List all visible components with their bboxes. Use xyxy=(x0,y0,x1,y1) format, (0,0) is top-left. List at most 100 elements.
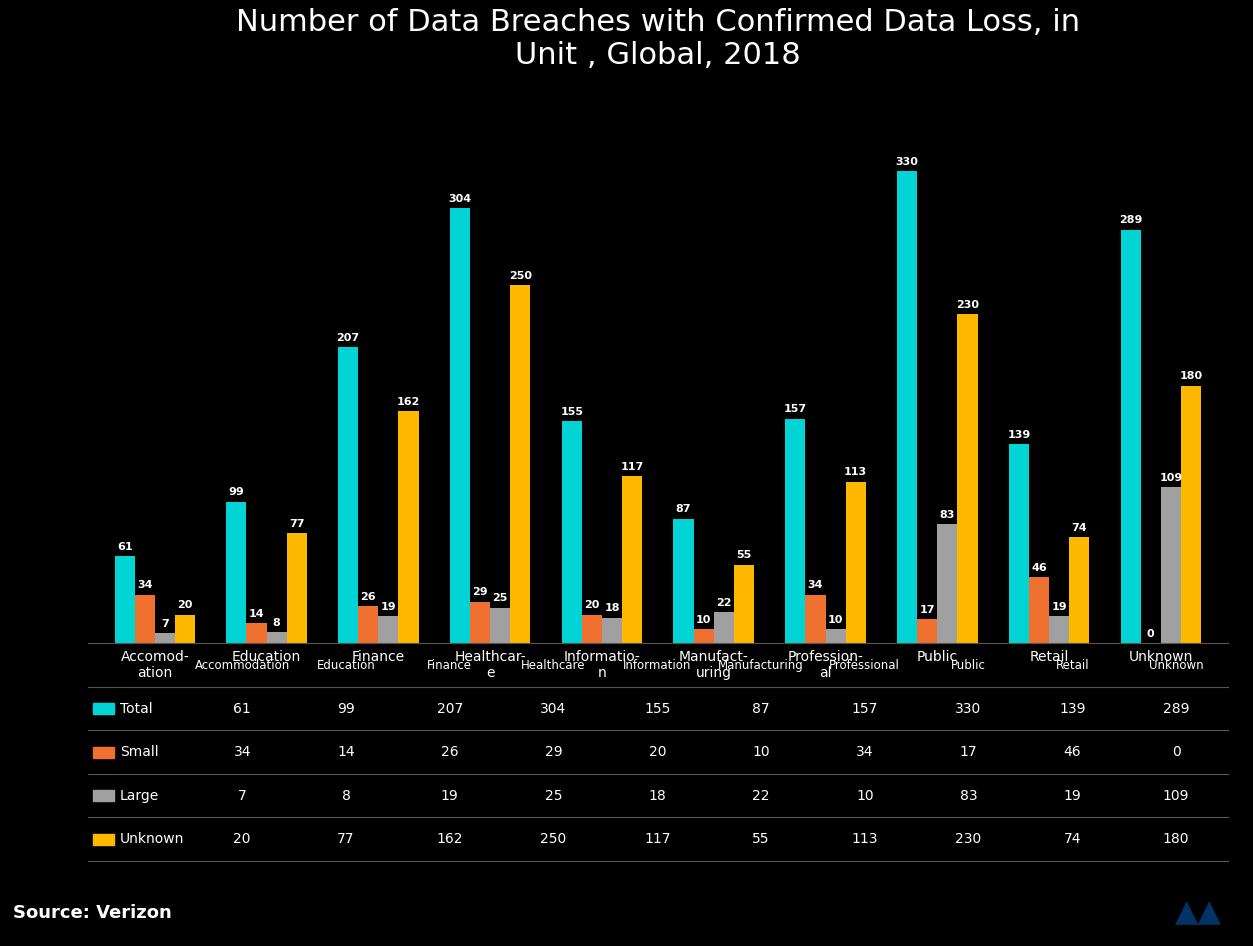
Bar xyxy=(94,703,114,714)
Bar xyxy=(378,616,398,643)
Text: 34: 34 xyxy=(808,580,823,590)
Text: 99: 99 xyxy=(228,487,244,498)
Text: 34: 34 xyxy=(856,745,873,759)
Text: 180: 180 xyxy=(1179,372,1203,381)
Text: 19: 19 xyxy=(1051,602,1068,612)
Bar xyxy=(673,518,694,643)
Text: Source: Verizon: Source: Verizon xyxy=(13,903,172,922)
Bar xyxy=(450,208,470,643)
Bar xyxy=(581,615,601,643)
Text: Finance: Finance xyxy=(427,658,472,672)
Text: 157: 157 xyxy=(784,404,807,414)
Bar xyxy=(694,629,714,643)
Bar xyxy=(398,412,419,643)
Text: 19: 19 xyxy=(441,789,459,802)
Bar xyxy=(1182,386,1202,643)
Text: Accommodation: Accommodation xyxy=(194,658,289,672)
Text: 250: 250 xyxy=(540,832,566,846)
Text: 139: 139 xyxy=(1059,702,1085,715)
Text: Unknown: Unknown xyxy=(1149,658,1203,672)
Text: 20: 20 xyxy=(177,601,193,610)
Text: 117: 117 xyxy=(644,832,670,846)
Bar xyxy=(1120,230,1140,643)
Text: 162: 162 xyxy=(436,832,462,846)
Text: 157: 157 xyxy=(852,702,878,715)
Text: 87: 87 xyxy=(675,504,692,515)
Text: 22: 22 xyxy=(752,789,769,802)
Bar xyxy=(957,314,977,643)
Text: 8: 8 xyxy=(273,618,281,627)
Text: 20: 20 xyxy=(584,601,599,610)
Text: Retail: Retail xyxy=(1055,658,1089,672)
Bar xyxy=(846,482,866,643)
Text: 25: 25 xyxy=(492,593,507,604)
Text: 113: 113 xyxy=(852,832,878,846)
Text: 74: 74 xyxy=(1071,523,1088,534)
Text: 330: 330 xyxy=(956,702,981,715)
Bar xyxy=(1049,616,1069,643)
Bar xyxy=(470,602,490,643)
Text: 113: 113 xyxy=(845,467,867,478)
Text: 289: 289 xyxy=(1119,216,1143,225)
Text: 14: 14 xyxy=(248,609,264,619)
Bar xyxy=(1160,487,1182,643)
Text: 99: 99 xyxy=(337,702,355,715)
Text: 19: 19 xyxy=(1064,789,1081,802)
Text: 74: 74 xyxy=(1064,832,1081,846)
Bar xyxy=(714,612,734,643)
Text: 207: 207 xyxy=(337,333,360,342)
Text: 10: 10 xyxy=(828,615,843,624)
Text: Public: Public xyxy=(951,658,986,672)
Text: 7: 7 xyxy=(238,789,247,802)
Text: 20: 20 xyxy=(233,832,251,846)
Text: 87: 87 xyxy=(752,702,769,715)
Bar xyxy=(937,524,957,643)
Text: Unknown: Unknown xyxy=(119,832,184,846)
Bar xyxy=(734,565,754,643)
Bar xyxy=(1009,445,1029,643)
Text: 180: 180 xyxy=(1163,832,1189,846)
Text: 22: 22 xyxy=(715,598,732,607)
Text: 10: 10 xyxy=(856,789,873,802)
Text: 83: 83 xyxy=(940,510,955,520)
Text: 155: 155 xyxy=(644,702,670,715)
Bar xyxy=(621,476,643,643)
Text: 155: 155 xyxy=(560,407,583,417)
Bar xyxy=(897,171,917,643)
Bar xyxy=(94,746,114,758)
Bar xyxy=(175,615,195,643)
Text: 109: 109 xyxy=(1163,789,1189,802)
Bar xyxy=(510,286,530,643)
Text: 230: 230 xyxy=(956,832,981,846)
Text: Professional: Professional xyxy=(829,658,900,672)
Text: Information: Information xyxy=(623,658,692,672)
Bar xyxy=(601,618,621,643)
Text: 7: 7 xyxy=(160,619,169,629)
Text: 83: 83 xyxy=(960,789,977,802)
Text: 14: 14 xyxy=(337,745,355,759)
Text: 26: 26 xyxy=(441,745,459,759)
Text: 61: 61 xyxy=(233,702,251,715)
Text: 77: 77 xyxy=(337,832,355,846)
Text: 250: 250 xyxy=(509,272,531,281)
Bar xyxy=(1029,577,1049,643)
Bar xyxy=(826,629,846,643)
Bar xyxy=(806,595,826,643)
Text: 10: 10 xyxy=(752,745,769,759)
Text: 207: 207 xyxy=(436,702,462,715)
Text: Healthcare: Healthcare xyxy=(521,658,585,672)
Bar xyxy=(94,833,114,845)
Bar xyxy=(227,501,247,643)
Text: 46: 46 xyxy=(1031,563,1048,573)
Text: 25: 25 xyxy=(545,789,563,802)
Text: 29: 29 xyxy=(472,587,487,598)
Text: 55: 55 xyxy=(737,551,752,560)
Text: 139: 139 xyxy=(1007,430,1030,440)
Text: 55: 55 xyxy=(752,832,769,846)
Text: 230: 230 xyxy=(956,300,979,310)
Text: 34: 34 xyxy=(233,745,251,759)
Text: 19: 19 xyxy=(381,602,396,612)
Bar xyxy=(94,790,114,801)
Bar xyxy=(786,418,806,643)
Bar xyxy=(155,633,175,643)
